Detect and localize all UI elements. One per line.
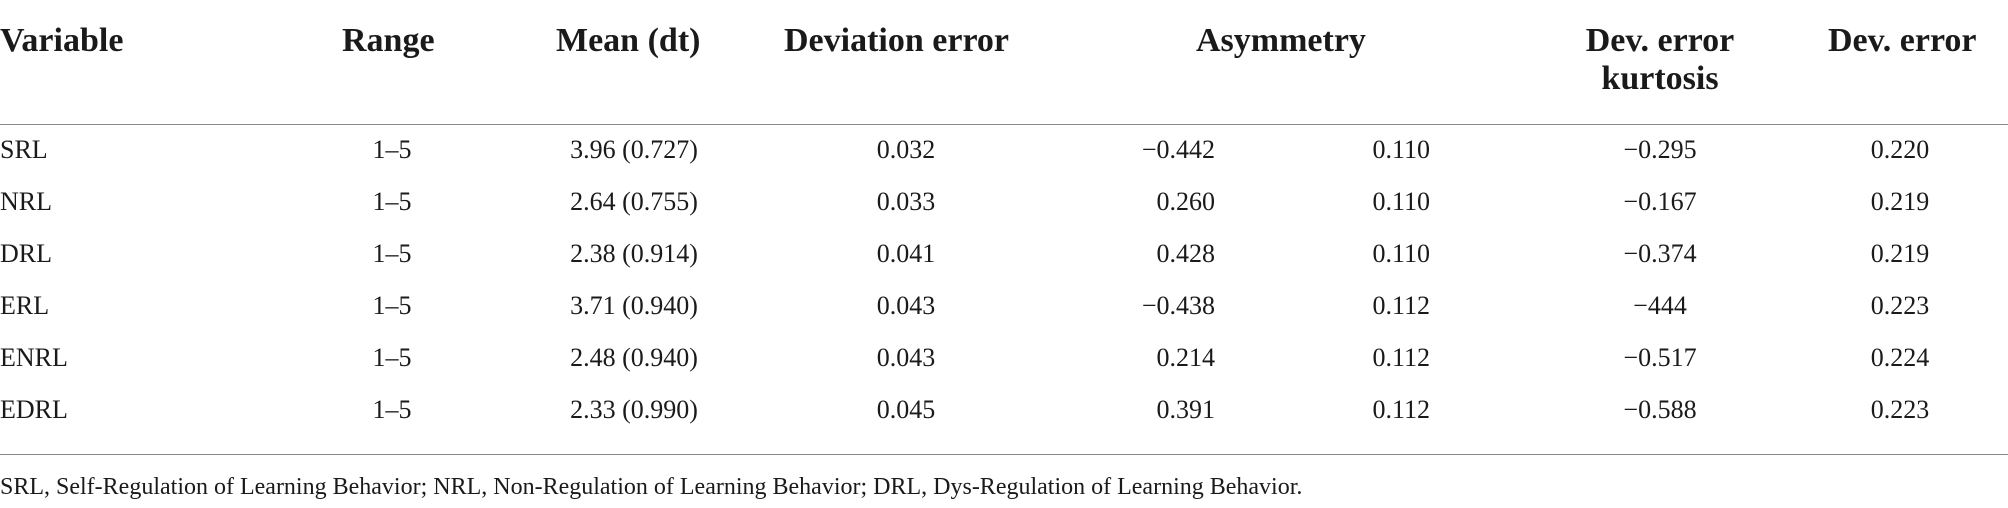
cell-variable: NRL (0, 187, 52, 216)
header-deviation-error: Deviation error (784, 22, 1010, 59)
cell-mean: 3.71 (0.940) (570, 291, 698, 320)
cell-variable: ENRL (0, 343, 68, 372)
table-footnote: SRL, Self-Regulation of Learning Behavio… (0, 474, 1303, 500)
table-row: ERL 1–5 3.71 (0.940) 0.043 −0.438 0.112 … (0, 280, 2008, 332)
cell-mean: 2.64 (0.755) (570, 187, 698, 216)
cell-asymmetry-error: 0.112 (1372, 291, 1430, 320)
cell-range: 1–5 (372, 395, 412, 424)
cell-variable: DRL (0, 239, 52, 268)
cell-deviation-error: 0.033 (876, 187, 936, 216)
cell-mean: 2.48 (0.940) (570, 343, 698, 372)
cell-kurtosis: −0.374 (1623, 239, 1697, 268)
cell-dev-error: 0.219 (1870, 187, 1930, 216)
header-asymmetry: Asymmetry (1196, 22, 1366, 59)
cell-dev-error: 0.220 (1870, 135, 1930, 164)
header-variable: Variable (0, 22, 124, 59)
cell-variable: ERL (0, 291, 50, 320)
header-mean: Mean (dt) (556, 22, 701, 59)
cell-dev-error: 0.223 (1870, 395, 1930, 424)
cell-dev-error: 0.224 (1870, 343, 1930, 372)
cell-deviation-error: 0.043 (876, 291, 936, 320)
cell-asymmetry-error: 0.112 (1372, 395, 1430, 424)
table-row: DRL 1–5 2.38 (0.914) 0.041 0.428 0.110 −… (0, 228, 2008, 280)
cell-kurtosis: −0.295 (1623, 135, 1697, 164)
cell-range: 1–5 (372, 343, 412, 372)
cell-dev-error: 0.223 (1870, 291, 1930, 320)
cell-deviation-error: 0.045 (876, 395, 936, 424)
header-dev-error-kurtosis: Dev. error kurtosis (1585, 22, 1735, 97)
table-header: Variable Range Mean (dt) Deviation error… (0, 0, 2008, 125)
cell-range: 1–5 (372, 135, 412, 164)
cell-asymmetry-value: 0.260 (1156, 187, 1216, 216)
cell-range: 1–5 (372, 291, 412, 320)
cell-asymmetry-value: 0.428 (1156, 239, 1216, 268)
cell-asymmetry-error: 0.110 (1372, 187, 1430, 216)
cell-asymmetry-value: 0.391 (1156, 395, 1216, 424)
table-bottom-rule (0, 454, 2008, 455)
cell-kurtosis: −444 (1633, 291, 1687, 320)
cell-mean: 3.96 (0.727) (570, 135, 698, 164)
cell-variable: EDRL (0, 395, 68, 424)
cell-asymmetry-error: 0.112 (1372, 343, 1430, 372)
table-row: ENRL 1–5 2.48 (0.940) 0.043 0.214 0.112 … (0, 332, 2008, 384)
cell-mean: 2.38 (0.914) (570, 239, 698, 268)
cell-kurtosis: −0.167 (1623, 187, 1697, 216)
cell-asymmetry-value: −0.438 (1141, 291, 1215, 320)
table-row: NRL 1–5 2.64 (0.755) 0.033 0.260 0.110 −… (0, 176, 2008, 228)
cell-variable: SRL (0, 135, 48, 164)
cell-asymmetry-error: 0.110 (1372, 239, 1430, 268)
table-row: SRL 1–5 3.96 (0.727) 0.032 −0.442 0.110 … (0, 124, 2008, 176)
cell-asymmetry-error: 0.110 (1372, 135, 1430, 164)
cell-range: 1–5 (372, 187, 412, 216)
cell-dev-error: 0.219 (1870, 239, 1930, 268)
cell-asymmetry-value: −0.442 (1141, 135, 1215, 164)
cell-range: 1–5 (372, 239, 412, 268)
cell-kurtosis: −0.517 (1623, 343, 1697, 372)
cell-mean: 2.33 (0.990) (570, 395, 698, 424)
header-dev-error: Dev. error (1828, 22, 1977, 59)
cell-deviation-error: 0.032 (876, 135, 936, 164)
table-row: EDRL 1–5 2.33 (0.990) 0.045 0.391 0.112 … (0, 384, 2008, 436)
cell-deviation-error: 0.043 (876, 343, 936, 372)
header-range: Range (342, 22, 435, 59)
cell-kurtosis: −0.588 (1623, 395, 1697, 424)
cell-deviation-error: 0.041 (876, 239, 936, 268)
cell-asymmetry-value: 0.214 (1156, 343, 1216, 372)
